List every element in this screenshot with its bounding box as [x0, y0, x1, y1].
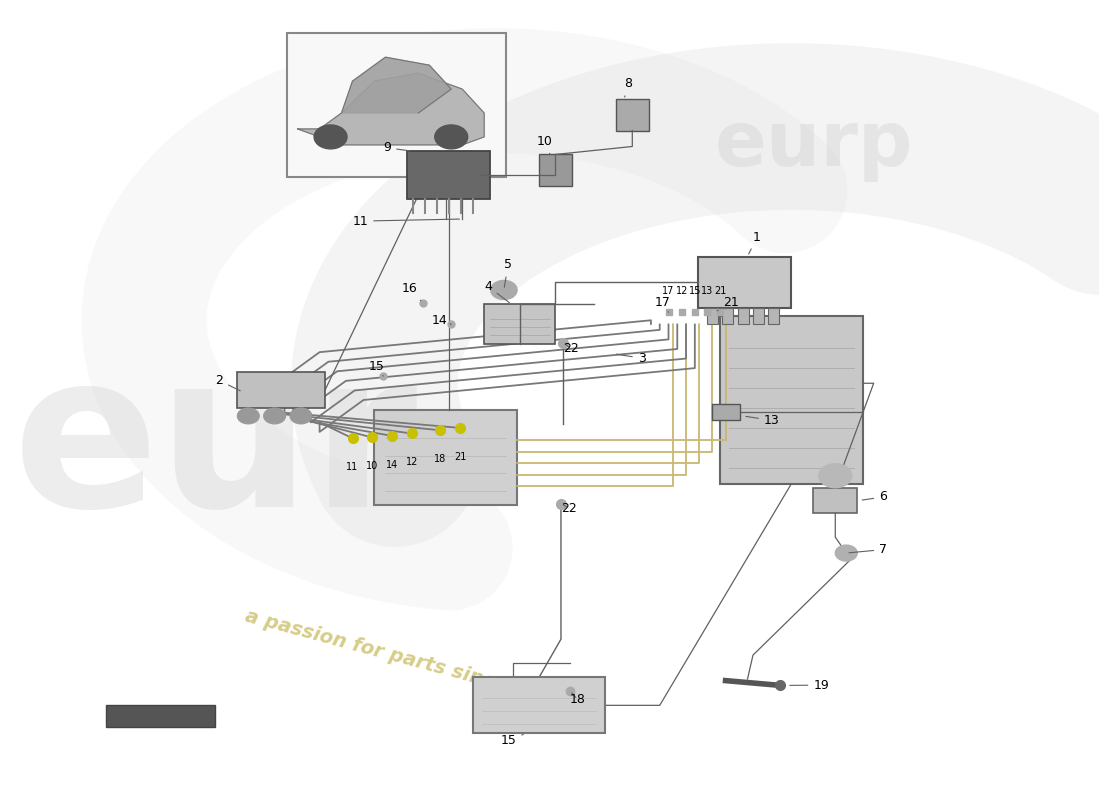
Bar — [768, 308, 779, 324]
Bar — [813, 488, 857, 514]
Bar — [698, 257, 791, 308]
Text: 10: 10 — [366, 462, 378, 471]
Bar — [374, 410, 517, 506]
Text: eurp: eurp — [715, 108, 913, 182]
Text: 22: 22 — [563, 342, 579, 355]
Text: 3: 3 — [616, 352, 646, 365]
Text: 12: 12 — [406, 458, 418, 467]
Text: 17: 17 — [654, 296, 670, 312]
Bar — [616, 98, 649, 130]
Text: 22: 22 — [561, 502, 576, 514]
Circle shape — [818, 464, 851, 488]
Text: 18: 18 — [434, 454, 447, 464]
Text: 21: 21 — [714, 286, 726, 296]
Text: 8: 8 — [625, 78, 632, 97]
Text: 19: 19 — [790, 678, 829, 691]
Polygon shape — [298, 73, 484, 145]
Circle shape — [290, 408, 312, 424]
Text: 5: 5 — [504, 258, 512, 287]
Text: 17: 17 — [662, 286, 674, 296]
Text: 13: 13 — [746, 414, 780, 427]
Polygon shape — [341, 57, 451, 113]
Text: 11: 11 — [346, 462, 359, 472]
Text: 16: 16 — [402, 282, 421, 301]
Text: 18: 18 — [570, 693, 585, 706]
Text: 6: 6 — [862, 490, 887, 503]
Bar — [539, 154, 572, 186]
Bar — [713, 404, 740, 420]
Text: 10: 10 — [537, 135, 552, 154]
Text: 4: 4 — [484, 280, 509, 302]
Circle shape — [835, 545, 857, 561]
Text: 15: 15 — [368, 360, 385, 376]
Circle shape — [264, 408, 286, 424]
Text: eur: eur — [12, 343, 418, 552]
Circle shape — [315, 125, 346, 149]
Text: 7: 7 — [849, 543, 888, 556]
Bar — [407, 151, 490, 199]
Bar — [707, 308, 718, 324]
Text: 13: 13 — [701, 286, 713, 296]
Bar — [484, 304, 556, 344]
Text: 12: 12 — [675, 286, 688, 296]
Text: a passion for parts since 1985: a passion for parts since 1985 — [243, 607, 568, 711]
Text: 21: 21 — [717, 296, 739, 311]
Text: 9: 9 — [383, 142, 410, 154]
Bar — [106, 705, 216, 727]
Bar — [754, 308, 764, 324]
Bar — [723, 308, 734, 324]
Circle shape — [491, 281, 517, 299]
Bar — [238, 372, 326, 408]
Text: 2: 2 — [216, 374, 240, 391]
Text: 14: 14 — [431, 314, 451, 327]
Text: 15: 15 — [689, 286, 701, 296]
Text: 21: 21 — [454, 452, 466, 462]
Bar — [287, 34, 506, 177]
Bar — [738, 308, 749, 324]
Text: 11: 11 — [352, 214, 460, 228]
Circle shape — [434, 125, 468, 149]
Text: 15: 15 — [500, 734, 524, 747]
Text: 1: 1 — [749, 230, 761, 254]
Text: 14: 14 — [386, 460, 398, 470]
Bar — [473, 678, 605, 734]
Circle shape — [238, 408, 260, 424]
Bar — [720, 316, 862, 484]
